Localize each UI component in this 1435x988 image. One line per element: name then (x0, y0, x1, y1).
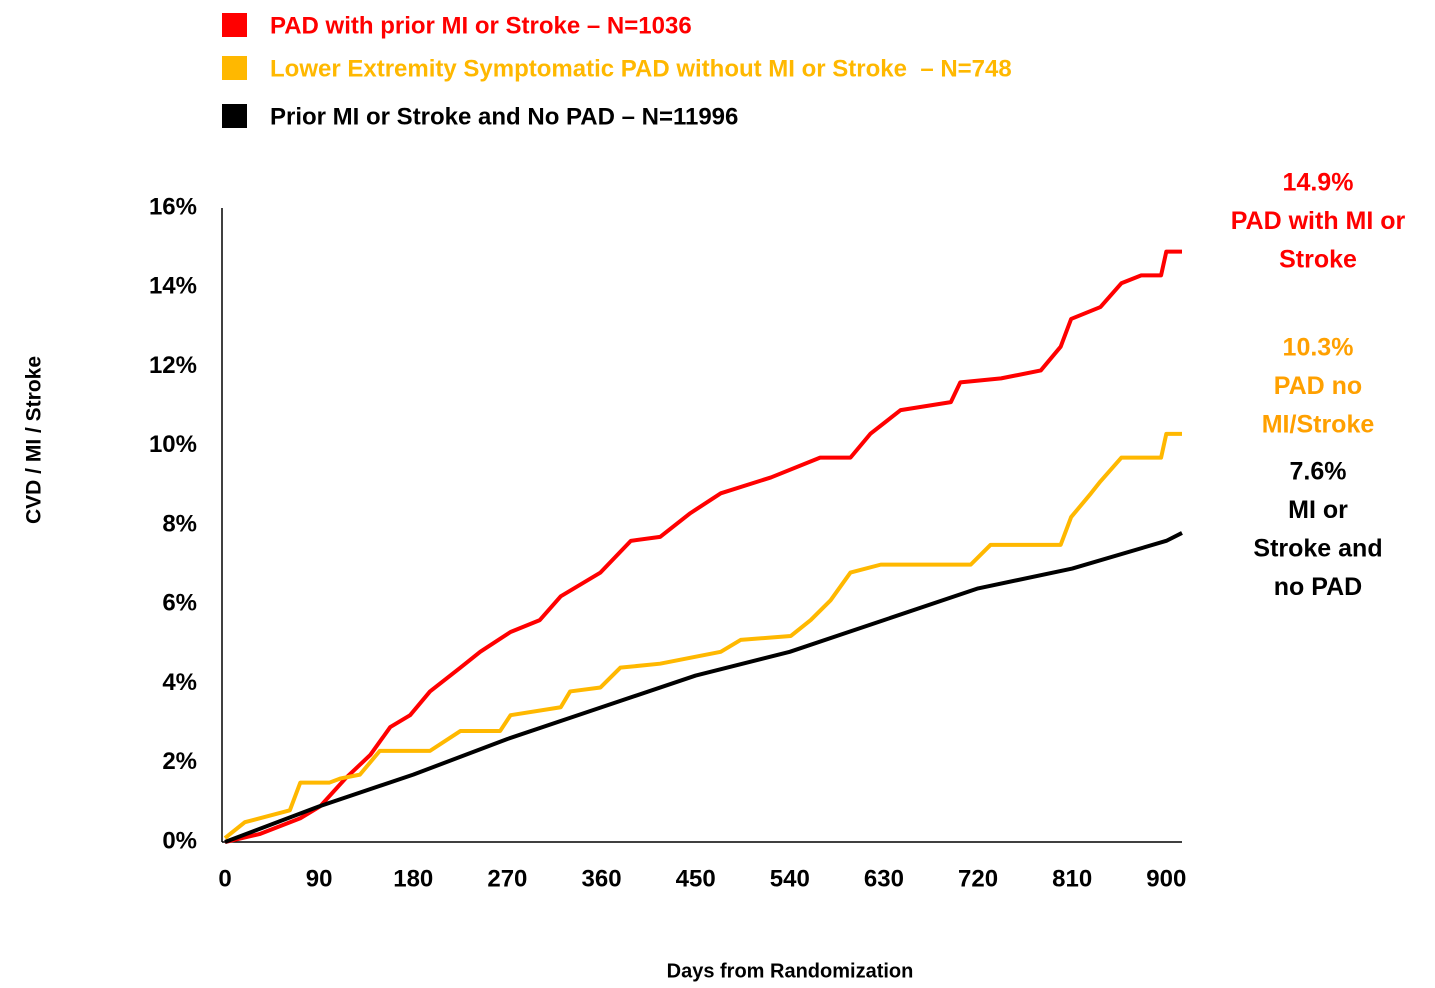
x-tick-label: 0 (218, 865, 231, 892)
annotation: 7.6% (1290, 458, 1347, 486)
series-line (224, 531, 1183, 844)
x-tick-label: 900 (1146, 865, 1186, 892)
x-tick-label: 180 (393, 865, 433, 892)
y-tick-label: 6% (162, 590, 197, 617)
annotation: 14.9% (1283, 169, 1354, 197)
annotation: no PAD (1274, 573, 1362, 601)
x-tick-label: 630 (864, 865, 904, 892)
y-tick-label: 14% (149, 273, 197, 300)
annotation: PAD no (1274, 372, 1362, 400)
x-tick-label: 360 (582, 865, 622, 892)
legend-label: Prior MI or Stroke and No PAD – N=11996 (270, 103, 738, 130)
x-tick-label: 90 (306, 865, 333, 892)
annotation: PAD with MI or (1231, 207, 1406, 235)
legend-label: Lower Extremity Symptomatic PAD without … (270, 55, 1012, 82)
legend-swatch (222, 104, 247, 128)
annotation: MI/Stroke (1262, 411, 1375, 439)
y-tick-label: 12% (149, 352, 197, 379)
x-tick-label: 810 (1052, 865, 1092, 892)
legend-label: PAD with prior MI or Stroke – N=1036 (270, 12, 692, 39)
annotation: 10.3% (1283, 334, 1354, 362)
x-tick-label: 720 (958, 865, 998, 892)
annotation: Stroke and (1253, 535, 1382, 563)
y-tick-label: 4% (162, 669, 197, 696)
x-tick-label: 270 (487, 865, 527, 892)
annotation: Stroke (1279, 246, 1357, 274)
y-tick-label: 2% (162, 748, 197, 775)
y-tick-label: 0% (162, 827, 197, 854)
y-tick-label: 8% (162, 510, 197, 537)
series-line (223, 431, 1182, 840)
y-tick-label: 10% (149, 431, 197, 458)
annotation: MI or (1288, 496, 1348, 524)
legend-swatch (222, 56, 247, 80)
series-line (224, 249, 1182, 844)
y-axis-title: CVD / MI / Stroke (23, 356, 46, 524)
x-tick-label: 450 (676, 865, 716, 892)
y-tick-label: 16% (149, 193, 197, 220)
x-axis-title: Days from Randomization (667, 960, 914, 982)
legend-swatch (222, 13, 247, 37)
x-tick-label: 540 (770, 865, 810, 892)
